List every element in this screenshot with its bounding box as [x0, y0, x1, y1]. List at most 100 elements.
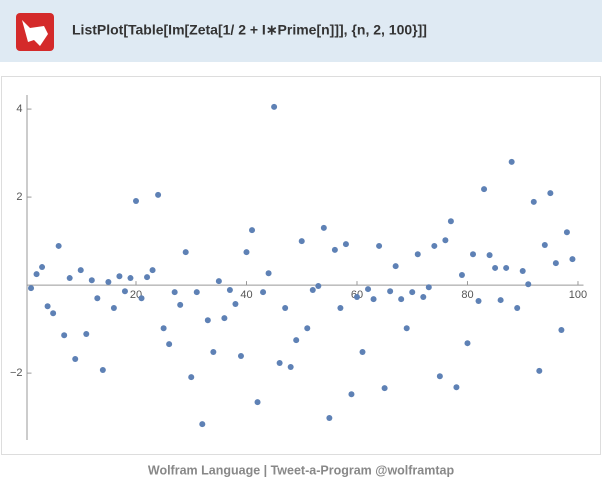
point: [420, 293, 427, 300]
point: [304, 325, 311, 332]
footer-text: Wolfram Language | Tweet-a-Program @wolf…: [148, 463, 455, 477]
point: [276, 359, 283, 366]
point: [265, 270, 272, 277]
point: [237, 352, 244, 359]
point: [260, 289, 267, 296]
point: [182, 249, 189, 256]
point: [215, 278, 222, 285]
point: [376, 242, 383, 249]
point: [293, 337, 300, 344]
point: [61, 332, 68, 339]
point: [204, 317, 211, 324]
point: [243, 249, 250, 256]
y-tick-label: 4: [16, 103, 22, 115]
point: [271, 103, 278, 110]
point: [398, 296, 405, 303]
point: [309, 286, 316, 293]
point: [144, 274, 151, 281]
point: [160, 325, 167, 332]
point: [77, 267, 84, 274]
point: [431, 242, 438, 249]
point: [453, 384, 460, 391]
point: [475, 297, 482, 304]
point: [392, 263, 399, 270]
y-tick-label: −2: [10, 367, 23, 379]
point: [149, 267, 156, 274]
point: [514, 304, 521, 311]
point: [105, 279, 112, 286]
point: [552, 260, 559, 267]
point: [50, 310, 57, 317]
logo-wolf: [22, 20, 48, 46]
point: [155, 191, 162, 198]
point: [492, 264, 499, 271]
x-tick-label: 100: [569, 289, 587, 301]
point: [66, 275, 73, 282]
point: [99, 367, 106, 374]
point: [447, 218, 454, 225]
point: [436, 373, 443, 380]
point: [320, 224, 327, 231]
point: [525, 281, 532, 288]
point: [381, 385, 388, 392]
point: [127, 275, 134, 282]
point: [326, 414, 333, 421]
point: [94, 295, 101, 302]
point: [249, 227, 256, 234]
point: [116, 273, 123, 280]
point: [442, 237, 449, 244]
point: [486, 252, 493, 259]
point: [519, 268, 526, 275]
point: [359, 348, 366, 355]
point: [166, 341, 173, 348]
point: [403, 325, 410, 332]
point: [503, 264, 510, 271]
point: [232, 301, 239, 308]
point: [536, 367, 543, 374]
header-title: ListPlot[Table[Im[Zeta[1/ 2 + I∗Prime[n]…: [72, 22, 427, 38]
point: [425, 284, 432, 291]
point: [547, 190, 554, 197]
point: [342, 241, 349, 248]
point: [370, 296, 377, 303]
point: [121, 288, 128, 295]
point: [409, 289, 416, 296]
point: [458, 271, 465, 278]
point: [541, 242, 548, 249]
point: [563, 229, 570, 236]
point: [28, 285, 35, 292]
point: [558, 326, 565, 333]
point: [353, 293, 360, 300]
point: [199, 421, 206, 428]
point: [132, 198, 139, 205]
point: [387, 288, 394, 295]
point: [55, 242, 62, 249]
point: [177, 301, 184, 308]
point: [83, 330, 90, 337]
point: [110, 304, 117, 311]
point: [315, 282, 322, 289]
point: [530, 198, 537, 205]
point: [226, 286, 233, 293]
point: [193, 289, 200, 296]
point: [508, 158, 515, 165]
point: [298, 238, 305, 245]
plot-card: [1, 76, 601, 455]
point: [464, 340, 471, 347]
point: [414, 251, 421, 258]
point: [287, 363, 294, 370]
point: [569, 256, 576, 263]
point: [365, 286, 372, 293]
point: [72, 356, 79, 363]
point: [348, 391, 355, 398]
point: [39, 264, 46, 271]
point: [337, 304, 344, 311]
point: [171, 289, 178, 296]
point: [331, 246, 338, 253]
y-tick-label: 2: [16, 191, 22, 203]
point: [221, 315, 228, 322]
point: [88, 277, 95, 284]
point: [210, 348, 217, 355]
point: [188, 374, 195, 381]
point: [282, 304, 289, 311]
